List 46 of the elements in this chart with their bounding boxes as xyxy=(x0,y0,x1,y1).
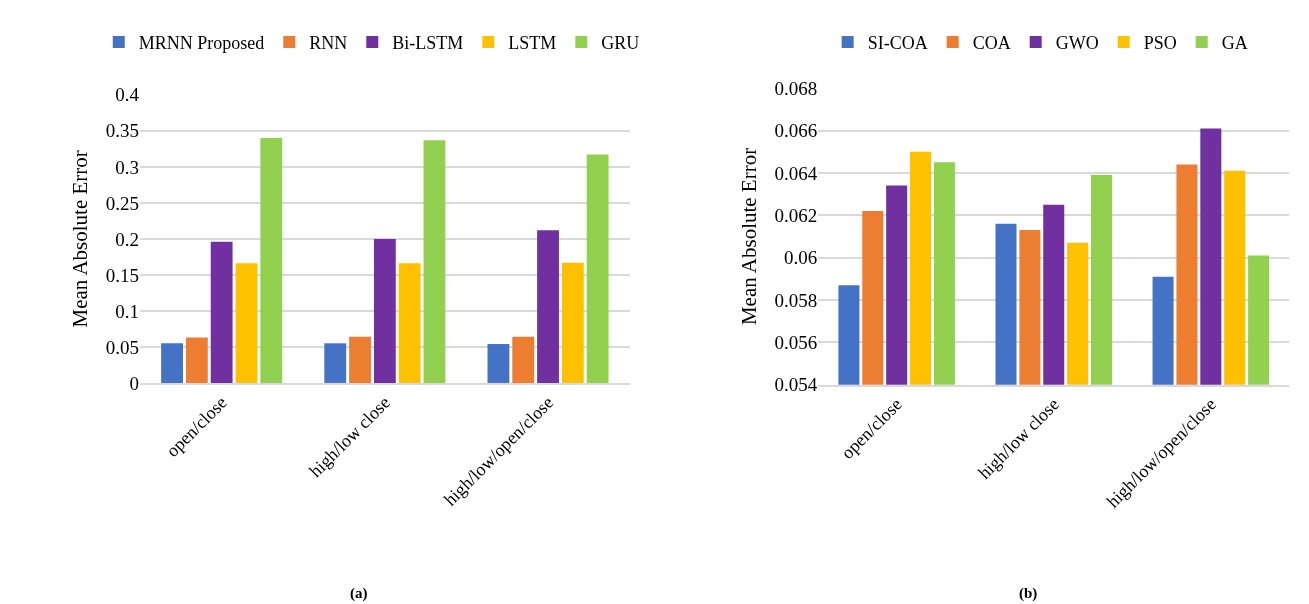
y-tick-label: 0.1 xyxy=(115,300,140,322)
legend-label: SI-COA xyxy=(867,33,928,53)
y-tick-label: 0.064 xyxy=(774,162,818,184)
y-tick-label: 0.066 xyxy=(774,120,818,142)
bar xyxy=(260,138,283,383)
legend-label: PSO xyxy=(1143,33,1177,53)
y-tick-label: 0.15 xyxy=(105,264,140,286)
y-tick-label: 0.068 xyxy=(774,77,818,99)
bar xyxy=(324,343,347,383)
bar xyxy=(161,343,183,383)
bar xyxy=(586,154,609,383)
y-tick-label: 0.062 xyxy=(774,204,818,226)
legend-label: RNN xyxy=(309,33,348,53)
legend-label: MRNN Proposed xyxy=(138,33,265,53)
y-axis-title: Mean Absolute Error xyxy=(736,147,761,326)
bar xyxy=(235,263,258,383)
y-tick-label: 0.054 xyxy=(774,374,818,396)
y-tick-label: 0.3 xyxy=(115,156,140,178)
bar xyxy=(210,241,233,383)
bar xyxy=(398,263,421,383)
legend-label: LSTM xyxy=(508,33,557,53)
y-tick-label: 0.056 xyxy=(774,332,818,354)
text: (a) xyxy=(350,585,368,602)
y-tick-label: 0.05 xyxy=(105,336,140,358)
y-tick-label: 0.25 xyxy=(105,192,140,214)
bar xyxy=(349,336,371,383)
y-tick-label: 0.06 xyxy=(783,247,818,269)
y-tick-label: 0.2 xyxy=(115,228,140,250)
bar xyxy=(561,262,584,383)
bar xyxy=(373,238,396,383)
y-axis-title: Mean Absolute Error xyxy=(67,150,92,328)
y-tick-label: 0.4 xyxy=(115,84,140,106)
legend-label: Bi-LSTM xyxy=(392,33,464,53)
legend-label: GRU xyxy=(601,33,640,53)
legend-label: COA xyxy=(972,33,1011,53)
y-tick-label: 0.058 xyxy=(774,289,818,311)
bar xyxy=(537,230,559,383)
y-tick-label: 0.35 xyxy=(105,120,140,142)
legend-label: GA xyxy=(1221,33,1248,53)
bar xyxy=(512,336,535,383)
bar xyxy=(487,344,510,383)
legend-label: GWO xyxy=(1055,33,1099,53)
text: (b) xyxy=(1019,585,1038,602)
bar xyxy=(423,140,446,383)
bar xyxy=(185,337,208,383)
y-tick-label: 0 xyxy=(129,372,140,394)
